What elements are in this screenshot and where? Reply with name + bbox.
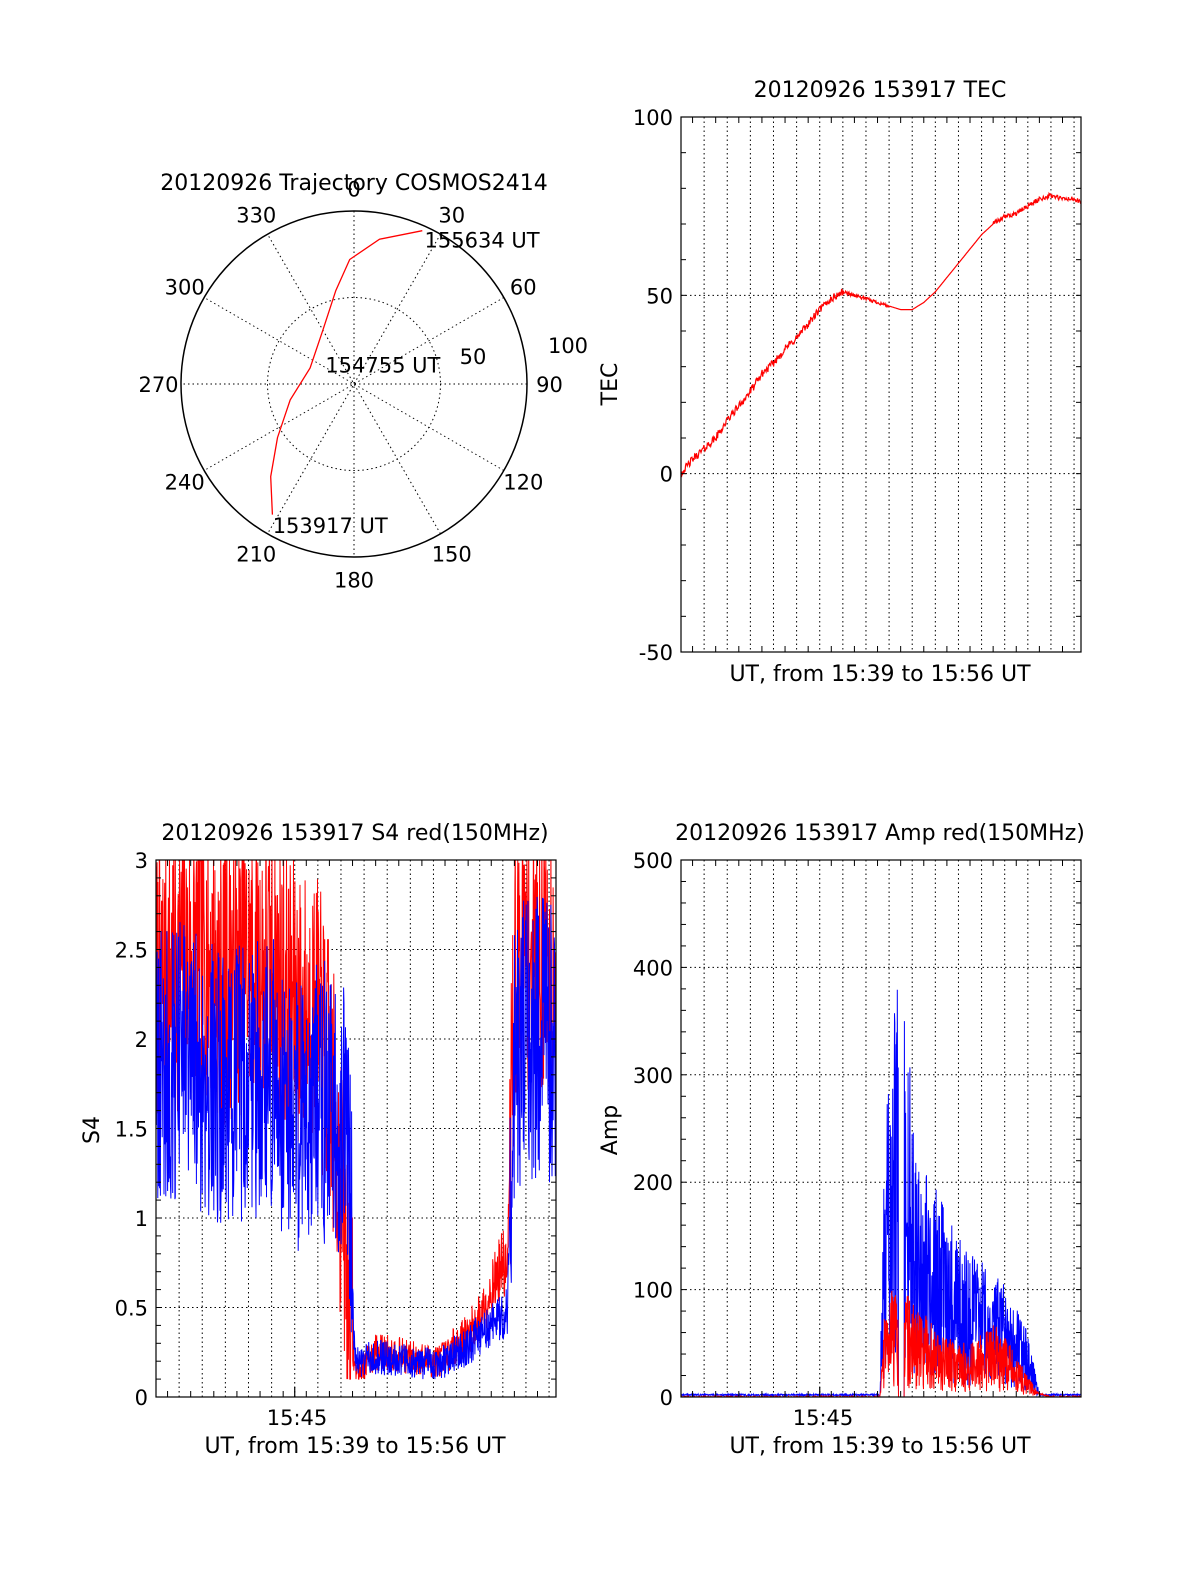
polar-ring-50 bbox=[267, 297, 441, 471]
y-tick-label: 3 bbox=[135, 849, 148, 873]
y-tick-label: 300 bbox=[633, 1064, 673, 1088]
y-tick-label: 0 bbox=[660, 463, 673, 487]
amp-xlabel: UT, from 15:39 to 15:56 UT bbox=[729, 1434, 1031, 1459]
y-tick-label: 2.5 bbox=[115, 939, 148, 963]
polar-grid bbox=[181, 211, 527, 557]
amp-plot: 20120926 153917 Amp red(150MHz) 0 100 200 3… bbox=[598, 821, 1085, 1459]
y-tick-label: 1 bbox=[135, 1207, 148, 1231]
y-tick-label: 100 bbox=[633, 106, 673, 130]
amp-frame bbox=[680, 859, 1082, 1398]
amp-title: 20120926 153917 Amp red(150MHz) bbox=[675, 821, 1085, 846]
amp-line-red bbox=[681, 1290, 1081, 1397]
s4-line-blue bbox=[156, 896, 556, 1380]
polar-spoke bbox=[267, 233, 441, 535]
y-tick-label: 0.5 bbox=[115, 1297, 148, 1321]
s4-plot: 20120926 153917 S4 red(150MHz) 0 0.5 1 1.5 2… bbox=[80, 821, 557, 1459]
y-tick-label: 2 bbox=[135, 1028, 148, 1052]
s4-series bbox=[156, 860, 556, 1380]
tec-frame bbox=[680, 116, 1082, 653]
s4-title: 20120926 153917 S4 red(150MHz) bbox=[161, 821, 548, 846]
y-tick-label: 400 bbox=[633, 956, 673, 980]
polar-azimuth-label: 180 bbox=[334, 568, 374, 592]
amp-xtick-label: 15:45 bbox=[793, 1406, 854, 1430]
polar-azimuth-label: 0 bbox=[347, 178, 360, 202]
s4-ticks: 0 0.5 1 1.5 2 2.5 3 bbox=[115, 849, 556, 1410]
tec-ticks: -50 0 50 100 bbox=[633, 106, 1081, 665]
y-tick-label: 500 bbox=[633, 849, 673, 873]
amp-line-blue bbox=[681, 989, 1081, 1397]
polar-outer-circle bbox=[180, 210, 528, 558]
polar-azimuth-label: 120 bbox=[503, 471, 543, 495]
trajectory-polar-plot: 20120926 Trajectory COSMOS2414 0 30 60 90 12… bbox=[138, 171, 588, 592]
amp-series bbox=[681, 989, 1081, 1397]
polar-spoke bbox=[203, 297, 505, 471]
polar-azimuth-label: 150 bbox=[432, 542, 472, 566]
y-tick-label: 0 bbox=[135, 1386, 148, 1410]
amp-ylabel: Amp bbox=[598, 1105, 623, 1155]
polar-spoke bbox=[203, 297, 505, 471]
s4-ylabel: S4 bbox=[80, 1116, 105, 1144]
polar-labels: 0 30 60 90 120 150 180 210 240 270 300 330 50 100 bbox=[138, 178, 588, 593]
s4-xtick-label: 15:45 bbox=[267, 1406, 328, 1430]
polar-azimuth-label: 60 bbox=[510, 275, 537, 299]
s4-xlabel: UT, from 15:39 to 15:56 UT bbox=[204, 1434, 506, 1459]
tec-xlabel: UT, from 15:39 to 15:56 UT bbox=[729, 662, 1031, 687]
polar-spoke bbox=[267, 233, 441, 535]
polar-azimuth-label: 330 bbox=[236, 204, 276, 228]
trajectory-time-label: 154755 UT bbox=[325, 354, 440, 378]
polar-radius-label: 100 bbox=[548, 334, 588, 358]
y-tick-label: -50 bbox=[639, 641, 673, 665]
tec-grid bbox=[681, 117, 1081, 652]
trajectory-time-label: 153917 UT bbox=[273, 514, 388, 538]
polar-azimuth-label: 240 bbox=[165, 471, 205, 495]
trajectory-annotations: 155634 UT 154755 UT 153917 UT bbox=[273, 228, 540, 537]
tec-plot: 20120926 153917 TEC -50 0 50 100 UT, from 1… bbox=[598, 78, 1082, 687]
y-tick-label: 50 bbox=[646, 284, 673, 308]
tec-ylabel: TEC bbox=[598, 363, 623, 407]
trajectory-time-label: 155634 UT bbox=[425, 228, 540, 252]
y-tick-label: 100 bbox=[633, 1279, 673, 1303]
amp-ticks: 0 100 200 300 400 500 bbox=[633, 849, 1081, 1410]
trajectory-title: 20120926 Trajectory COSMOS2414 bbox=[160, 171, 547, 196]
tec-series bbox=[680, 191, 1082, 478]
polar-radius-label: 50 bbox=[460, 345, 487, 369]
tec-line bbox=[680, 191, 1082, 478]
trajectory-line bbox=[270, 230, 423, 515]
y-tick-label: 1.5 bbox=[115, 1118, 148, 1142]
s4-frame bbox=[155, 859, 557, 1398]
polar-azimuth-label: 90 bbox=[536, 373, 563, 397]
polar-azimuth-label: 30 bbox=[438, 204, 465, 228]
polar-azimuth-label: 300 bbox=[165, 275, 205, 299]
amp-grid bbox=[681, 860, 1081, 1397]
y-tick-label: 200 bbox=[633, 1171, 673, 1195]
polar-azimuth-label: 270 bbox=[138, 373, 178, 397]
polar-azimuth-label: 210 bbox=[236, 542, 276, 566]
y-tick-label: 0 bbox=[660, 1386, 673, 1410]
tec-title: 20120926 153917 TEC bbox=[754, 78, 1007, 103]
trajectory-series bbox=[270, 230, 423, 515]
